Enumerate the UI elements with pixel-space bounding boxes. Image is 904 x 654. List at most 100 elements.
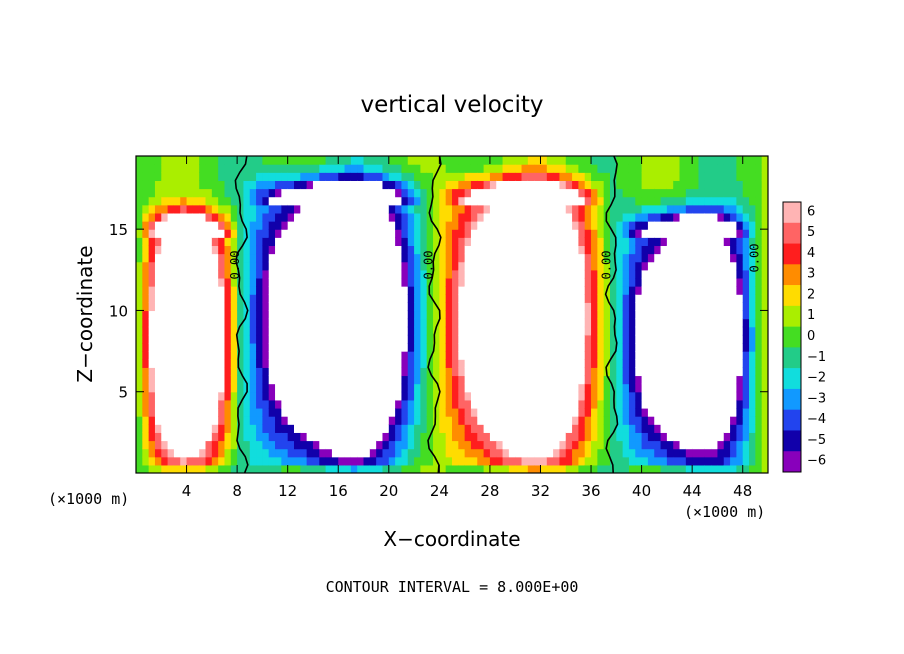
field-cell [344,464,352,473]
field-cell [173,416,181,425]
field-cell [584,294,592,303]
field-cell [736,407,744,417]
field-cell [692,212,700,222]
field-cell [610,407,617,417]
field-cell [483,342,491,352]
field-cell [230,367,238,377]
field-cell [275,407,282,417]
field-cell [256,229,263,238]
field-cell [641,196,649,206]
field-cell [205,432,213,442]
colorbar-label: 2 [807,287,815,302]
field-cell [508,383,516,393]
field-cell [521,286,529,295]
field-cell [761,432,768,442]
field-cell [578,456,586,466]
field-cell [287,245,295,255]
field-cell [249,245,257,255]
field-cell [641,448,649,458]
field-cell [496,391,504,401]
field-cell [477,156,485,165]
field-cell [376,180,384,190]
field-cell [268,342,276,352]
field-cell [458,342,466,352]
field-cell [578,261,586,271]
field-cell [262,212,270,222]
field-cell [496,180,504,190]
field-cell [458,180,466,190]
field-cell [211,204,219,214]
field-cell [161,212,169,222]
field-cell [294,318,301,328]
field-cell [420,456,428,466]
field-cell [167,359,175,368]
field-cell [262,286,270,295]
field-cell [230,277,238,287]
field-cell [711,286,719,295]
field-cell [312,326,320,336]
field-cell [508,294,516,303]
field-cell [312,286,320,295]
field-cell [243,432,251,442]
field-cell [641,383,649,393]
field-cell [723,229,731,238]
field-cell [180,180,188,190]
field-cell [534,229,542,238]
field-cell [218,367,226,377]
field-cell [218,440,226,450]
field-cell [350,407,358,417]
field-cell [376,367,384,377]
field-cell [388,310,396,320]
field-cell [470,367,478,377]
field-cell [325,391,333,401]
field-cell [679,164,687,173]
field-cell [186,391,194,401]
field-cell [610,359,617,368]
field-cell [742,294,750,303]
field-cell [666,456,674,466]
field-cell [508,375,516,385]
field-cell [237,277,245,287]
field-cell [439,261,447,271]
field-cell [211,269,219,279]
field-cell [540,391,548,401]
field-cell [610,326,617,336]
field-cell [698,237,706,247]
field-cell [660,229,668,238]
field-cell [489,277,497,287]
field-cell [660,188,668,198]
field-cell [673,164,681,173]
field-cell [287,261,295,271]
field-cell [723,359,731,368]
field-cell [540,164,548,173]
field-cell [553,196,561,206]
field-cell [382,204,390,214]
field-cell [534,416,542,425]
field-cell [666,302,674,312]
field-cell [666,351,674,360]
field-cell [540,221,548,230]
field-cell [673,351,681,360]
field-cell [230,302,238,312]
field-cell [167,391,175,401]
field-cell [275,383,282,393]
field-cell [483,367,491,377]
field-cell [502,359,510,368]
field-cell [717,464,725,473]
field-cell [660,212,668,222]
field-cell [553,237,561,247]
field-cell [730,383,737,393]
field-cell [704,424,712,433]
field-cell [502,156,510,165]
field-cell [439,464,447,473]
field-cell [692,269,700,279]
field-cell [660,318,668,328]
field-cell [704,464,712,473]
field-cell [673,229,681,238]
field-cell [433,334,440,344]
field-cell [717,253,725,263]
field-cell [628,310,636,320]
field-cell [489,456,497,466]
field-cell [527,302,535,312]
field-cell [154,269,162,279]
